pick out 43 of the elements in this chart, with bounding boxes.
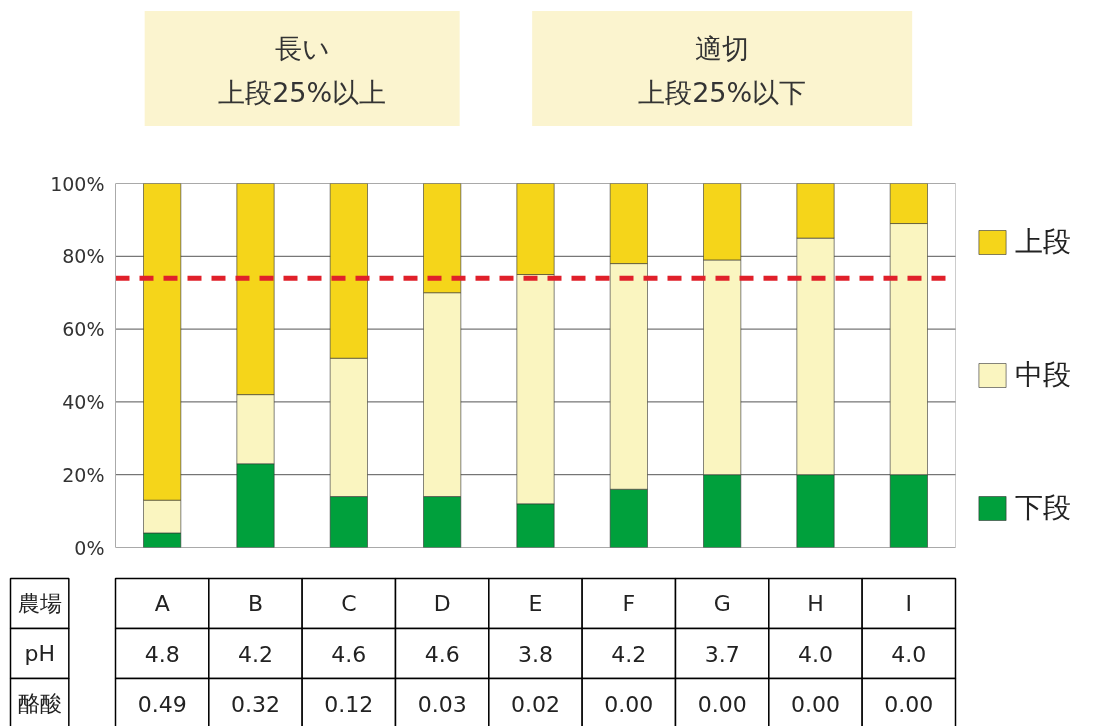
text: 0.00	[884, 691, 934, 717]
text: 0.12	[324, 691, 374, 717]
legend-label: 上段	[1015, 224, 1071, 260]
text: 3.8	[518, 641, 554, 667]
text: 4.6	[331, 641, 367, 667]
text: 4.2	[238, 641, 274, 667]
x-tick-label: C	[341, 591, 357, 616]
legend-label: 中段	[1015, 357, 1071, 393]
text: 4.0	[891, 641, 927, 667]
text: 上段25%以上	[218, 77, 387, 108]
text: 適切	[695, 33, 750, 64]
text: 酪酸	[17, 691, 62, 716]
x-tick-label: A	[154, 591, 170, 616]
text: 上段25%以下	[638, 77, 807, 108]
x-tick-label: B	[247, 591, 264, 616]
text: 0.00	[791, 691, 840, 717]
text: 4.0	[798, 641, 834, 667]
legend-label: 下段	[1015, 490, 1071, 526]
y-tick-label: 100%	[50, 172, 105, 195]
y-tick-label: 60%	[62, 318, 105, 341]
text: 長い	[274, 33, 330, 64]
text: 4.8	[144, 641, 180, 667]
y-tick-label: 80%	[62, 245, 105, 268]
text: 4.6	[424, 641, 460, 667]
y-tick-label: 40%	[62, 390, 105, 413]
y-tick-label: 20%	[62, 463, 105, 486]
x-tick-label: E	[528, 591, 543, 616]
text: 0.00	[697, 691, 747, 717]
text: 0.03	[417, 691, 467, 717]
y-tick-label: 0%	[74, 536, 105, 559]
text: 農場	[17, 591, 62, 616]
x-tick-label: H	[807, 591, 824, 616]
text: 0.00	[604, 691, 654, 717]
text: 3.7	[704, 641, 740, 667]
text: pH	[24, 641, 55, 666]
x-tick-label: I	[905, 591, 913, 616]
text: 0.02	[511, 691, 560, 717]
x-tick-label: D	[433, 591, 451, 616]
text: 0.49	[137, 691, 187, 717]
x-tick-label: F	[622, 591, 636, 616]
x-tick-label: G	[713, 591, 731, 616]
text: 4.2	[611, 641, 647, 667]
text: 0.32	[231, 691, 280, 717]
